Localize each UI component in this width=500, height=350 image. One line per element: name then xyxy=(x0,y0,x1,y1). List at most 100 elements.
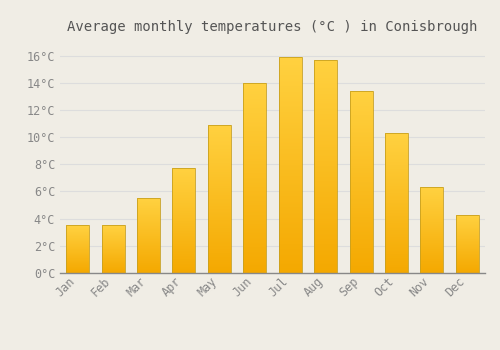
Bar xyxy=(278,106,301,107)
Bar xyxy=(420,190,444,191)
Bar xyxy=(385,252,408,253)
Bar xyxy=(278,149,301,150)
Bar xyxy=(314,139,337,140)
Bar xyxy=(314,196,337,197)
Bar xyxy=(244,239,266,240)
Bar xyxy=(420,258,444,259)
Bar xyxy=(172,240,196,241)
Bar xyxy=(314,157,337,158)
Bar xyxy=(244,169,266,170)
Bar xyxy=(314,147,337,148)
Bar xyxy=(172,268,196,269)
Bar xyxy=(208,189,231,190)
Bar xyxy=(244,264,266,265)
Bar xyxy=(350,262,372,263)
Bar xyxy=(350,215,372,216)
Bar xyxy=(314,241,337,242)
Bar xyxy=(314,166,337,167)
Bar xyxy=(208,165,231,166)
Bar xyxy=(137,269,160,270)
Bar xyxy=(208,193,231,194)
Bar xyxy=(137,201,160,202)
Bar xyxy=(244,213,266,214)
Bar xyxy=(278,182,301,183)
Bar xyxy=(208,217,231,218)
Bar xyxy=(385,139,408,140)
Bar xyxy=(244,191,266,192)
Bar xyxy=(172,234,196,235)
Bar xyxy=(244,186,266,187)
Bar xyxy=(385,234,408,235)
Bar xyxy=(244,106,266,107)
Bar xyxy=(208,183,231,184)
Bar xyxy=(350,249,372,250)
Bar xyxy=(278,260,301,261)
Bar xyxy=(314,145,337,146)
Bar xyxy=(278,126,301,127)
Bar xyxy=(244,95,266,96)
Bar xyxy=(314,209,337,210)
Bar xyxy=(244,121,266,122)
Bar xyxy=(278,102,301,103)
Bar xyxy=(420,265,444,266)
Bar xyxy=(278,221,301,222)
Bar xyxy=(208,258,231,259)
Bar xyxy=(350,107,372,108)
Bar xyxy=(385,210,408,211)
Bar xyxy=(244,217,266,218)
Bar xyxy=(420,203,444,204)
Bar xyxy=(244,220,266,221)
Bar xyxy=(137,234,160,235)
Bar xyxy=(420,212,444,213)
Bar xyxy=(314,197,337,198)
Bar xyxy=(244,246,266,247)
Bar xyxy=(137,264,160,265)
Bar xyxy=(278,217,301,218)
Bar xyxy=(420,232,444,233)
Bar xyxy=(420,235,444,236)
Bar xyxy=(350,146,372,147)
Bar xyxy=(350,152,372,153)
Bar xyxy=(385,133,408,273)
Bar xyxy=(420,241,444,242)
Bar xyxy=(244,235,266,236)
Bar xyxy=(244,201,266,202)
Bar xyxy=(350,160,372,161)
Bar xyxy=(350,204,372,205)
Bar xyxy=(385,229,408,230)
Bar xyxy=(314,132,337,133)
Bar xyxy=(172,235,196,236)
Bar xyxy=(314,264,337,265)
Bar xyxy=(350,156,372,158)
Bar xyxy=(172,246,196,247)
Bar xyxy=(137,270,160,271)
Bar xyxy=(172,260,196,261)
Bar xyxy=(314,110,337,111)
Bar xyxy=(137,199,160,200)
Bar xyxy=(385,215,408,216)
Bar xyxy=(137,200,160,201)
Bar xyxy=(350,93,372,94)
Bar xyxy=(420,254,444,255)
Bar xyxy=(314,161,337,162)
Bar xyxy=(314,205,337,206)
Bar xyxy=(208,224,231,225)
Bar xyxy=(350,101,372,102)
Bar xyxy=(385,193,408,194)
Bar xyxy=(420,262,444,263)
Bar xyxy=(350,159,372,160)
Bar xyxy=(137,212,160,213)
Bar xyxy=(137,224,160,225)
Bar xyxy=(385,165,408,166)
Bar xyxy=(278,123,301,124)
Bar xyxy=(244,119,266,120)
Bar xyxy=(314,198,337,200)
Bar xyxy=(314,179,337,180)
Bar xyxy=(278,160,301,161)
Bar xyxy=(350,248,372,249)
Bar xyxy=(385,178,408,179)
Bar xyxy=(385,245,408,246)
Bar xyxy=(314,251,337,252)
Bar xyxy=(278,250,301,251)
Bar xyxy=(278,196,301,197)
